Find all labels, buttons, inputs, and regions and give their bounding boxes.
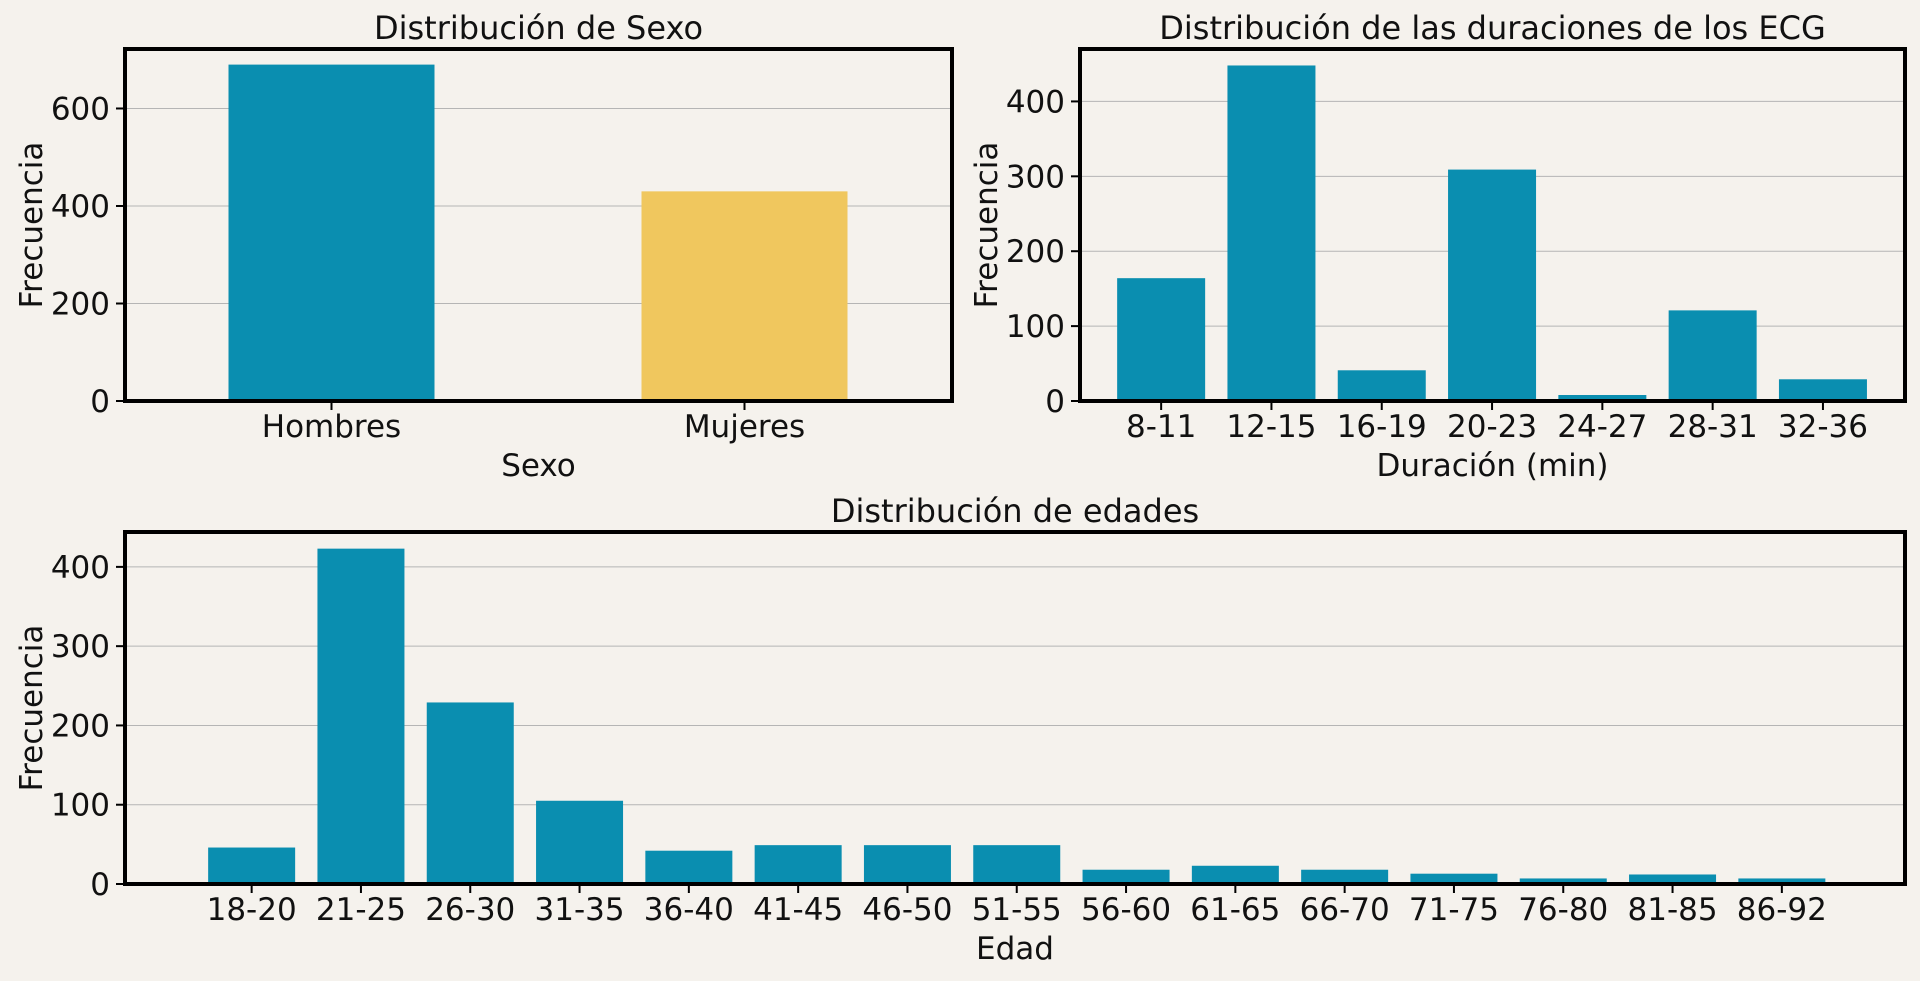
bar-16-19 [1337, 370, 1426, 401]
plot-frame [123, 47, 954, 403]
x-tick-label: 20-23 [1447, 409, 1537, 445]
bar-51-55 [973, 845, 1061, 884]
bar-41-45 [754, 845, 842, 884]
bar-31-35 [536, 800, 624, 884]
y-tick-label: 400 [1006, 84, 1065, 120]
x-axis-label: Edad [976, 931, 1054, 967]
x-tick-label: 46-50 [862, 892, 952, 928]
bar-76-80 [1519, 878, 1607, 884]
y-axis-label: Frecuencia [14, 625, 50, 792]
chart-title: Distribución de Sexo [374, 9, 703, 47]
bar-36-40 [645, 850, 733, 884]
bar-8-11 [1117, 278, 1206, 401]
x-tick-label: 18-20 [207, 892, 297, 928]
x-tick-label: 76-80 [1518, 892, 1608, 928]
y-tick-label: 100 [51, 788, 110, 824]
x-tick-label: 36-40 [644, 892, 734, 928]
x-tick-label: 41-45 [753, 892, 843, 928]
x-tick-label: 16-19 [1337, 409, 1427, 445]
x-tick-label: 51-55 [972, 892, 1062, 928]
x-tick-label: 21-25 [316, 892, 406, 928]
bar-56-60 [1082, 869, 1170, 884]
x-tick-label: Mujeres [684, 409, 805, 445]
y-tick-label: 200 [51, 708, 110, 744]
chart-title: Distribución de las duraciones de los EC… [1159, 9, 1826, 47]
x-tick-label: 12-15 [1226, 409, 1316, 445]
bar-61-65 [1191, 865, 1279, 884]
x-tick-label: 61-65 [1190, 892, 1280, 928]
bar-71-75 [1410, 873, 1498, 884]
x-tick-label: 81-85 [1628, 892, 1718, 928]
y-tick-label: 400 [51, 189, 110, 225]
bar-Hombres [228, 64, 435, 401]
y-tick-label: 200 [1006, 234, 1065, 270]
x-tick-label: 66-70 [1300, 892, 1390, 928]
x-axis-label: Sexo [501, 448, 576, 484]
x-tick-label: 86-92 [1737, 892, 1827, 928]
x-tick-label: 31-35 [535, 892, 625, 928]
bar-81-85 [1629, 874, 1717, 884]
bar-20-23 [1448, 169, 1537, 401]
plot-frame [1078, 47, 1907, 403]
x-tick-label: 28-31 [1668, 409, 1758, 445]
y-tick-label: 0 [90, 867, 110, 903]
y-tick-label: 300 [1006, 159, 1065, 195]
bar-12-15 [1227, 65, 1316, 401]
chart-title: Distribución de edades [831, 492, 1199, 530]
x-tick-label: 26-30 [425, 892, 515, 928]
x-tick-label: 24-27 [1557, 409, 1647, 445]
chart-sex-distribution: 0 200 400 600 Hombres Mujeres Distribución de … [14, 9, 954, 484]
y-tick-label: 0 [90, 384, 110, 420]
bar-Mujeres [641, 191, 848, 401]
x-axis-label: Duración (min) [1376, 448, 1608, 484]
y-tick-label: 100 [1006, 309, 1065, 345]
bar-32-36 [1778, 379, 1867, 401]
chart-ecg-duration-distribution: 0 100 200 300 400 8-11 12-15 16-19 20-23 24-27 28-… [969, 9, 1907, 484]
x-tick-label: 71-75 [1409, 892, 1499, 928]
x-tick-label: 32-36 [1778, 409, 1868, 445]
bar-28-31 [1668, 310, 1757, 401]
x-tick-label: 56-60 [1081, 892, 1171, 928]
y-tick-label: 600 [51, 91, 110, 127]
y-tick-label: 0 [1045, 384, 1065, 420]
plot-frame [123, 530, 1907, 886]
bar-86-92 [1738, 878, 1826, 884]
bar-18-20 [208, 847, 296, 884]
chart-age-distribution: 0 100 200 300 400 18-20 21-25 26-30 31-35 36-40 41… [14, 492, 1907, 967]
bar-46-50 [863, 845, 951, 884]
y-axis-label: Frecuencia [14, 142, 50, 309]
y-tick-label: 300 [51, 629, 110, 665]
y-axis-label: Frecuencia [969, 142, 1005, 309]
bar-24-27 [1558, 395, 1647, 401]
bar-21-25 [317, 548, 405, 884]
y-tick-label: 200 [51, 286, 110, 322]
y-tick-label: 400 [51, 550, 110, 586]
x-tick-label: 8-11 [1126, 409, 1196, 445]
bar-66-70 [1301, 869, 1389, 884]
x-tick-label: Hombres [262, 409, 401, 445]
bar-26-30 [426, 702, 514, 884]
